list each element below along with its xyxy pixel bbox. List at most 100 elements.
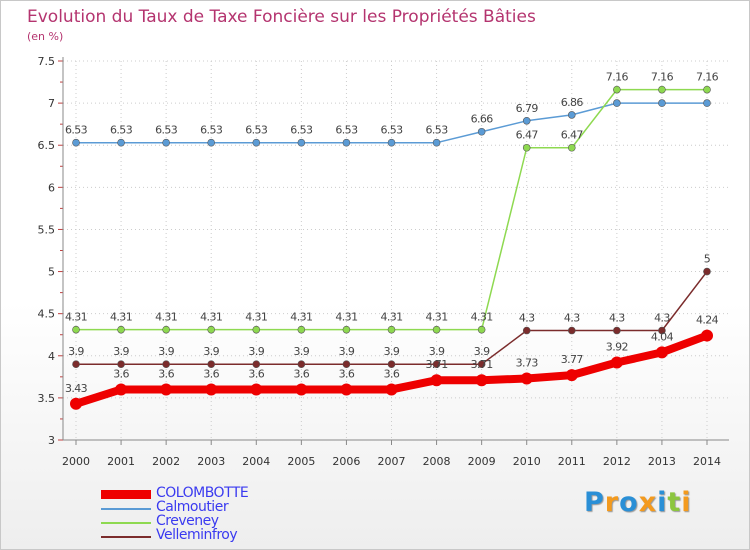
data-point-velleminfroy	[342, 360, 351, 369]
data-label-creveney: 6.47	[561, 129, 584, 142]
data-label-calmoutier: 6.53	[65, 124, 88, 137]
data-label-velleminfroy: 3.9	[294, 345, 310, 358]
data-point-calmoutier	[207, 138, 216, 147]
chart-title: Evolution du Taux de Taxe Foncière sur l…	[27, 7, 536, 27]
data-point-colombotte	[295, 383, 308, 396]
data-point-colombotte	[205, 383, 218, 396]
data-point-calmoutier	[342, 138, 351, 147]
data-label-colombotte: 3.6	[248, 367, 264, 380]
legend-label: Velleminfroy	[156, 527, 238, 543]
data-point-velleminfroy	[252, 360, 261, 369]
data-point-calmoutier	[613, 99, 621, 107]
x-tick-label: 2007	[378, 455, 406, 468]
x-tick-label: 2001	[107, 455, 135, 468]
y-tick-label: 6	[48, 181, 55, 194]
data-point-colombotte	[610, 356, 623, 369]
data-point-creveney	[117, 325, 125, 334]
data-label-velleminfroy: 3.9	[429, 345, 445, 358]
x-tick-label: 2000	[62, 455, 90, 468]
legend-label: Creveney	[156, 513, 219, 529]
y-tick-label: 4.5	[38, 308, 56, 321]
data-label-velleminfroy: 5	[704, 253, 711, 266]
data-point-creveney	[658, 85, 666, 94]
data-point-colombotte	[430, 374, 443, 387]
x-tick-label: 2010	[513, 455, 541, 468]
data-point-creveney	[72, 325, 80, 334]
data-label-calmoutier: 6.53	[380, 124, 403, 137]
data-label-creveney: 4.31	[155, 311, 177, 324]
data-label-calmoutier: 6.86	[561, 96, 584, 109]
data-point-colombotte	[520, 372, 533, 385]
data-labels-group: 3.43 3.6 3.6 3.6 3.6 3.6 3.6 3.6 3.71 3.71 3.73 3.7…	[65, 71, 719, 395]
y-tick-label: 3	[48, 434, 55, 447]
data-point-velleminfroy	[432, 360, 441, 369]
data-point-calmoutier	[162, 138, 170, 147]
data-label-calmoutier: 6.79	[516, 102, 539, 115]
x-tick-label: 2004	[242, 455, 270, 468]
y-tick-label: 6.5	[38, 139, 56, 152]
x-tick-label: 2008	[423, 455, 451, 468]
logo-letter: P	[584, 487, 605, 518]
data-label-colombotte: 3.92	[606, 341, 628, 354]
data-label-creveney: 7.16	[606, 71, 629, 84]
data-label-creveney: 6.47	[516, 129, 539, 142]
data-point-colombotte	[475, 374, 488, 387]
data-point-calmoutier	[522, 116, 531, 125]
data-label-colombotte: 3.6	[113, 367, 129, 380]
data-point-colombotte	[250, 383, 263, 396]
legend-label: Calmoutier	[156, 499, 229, 515]
data-point-calmoutier	[477, 127, 486, 136]
data-label-creveney: 7.16	[651, 71, 674, 84]
data-label-creveney: 4.31	[290, 311, 312, 324]
data-point-calmoutier	[252, 138, 261, 147]
data-point-calmoutier	[297, 138, 306, 147]
data-point-creveney	[297, 325, 306, 334]
data-label-colombotte: 4.24	[696, 314, 719, 327]
data-label-colombotte: 3.6	[203, 367, 219, 380]
data-label-colombotte: 3.6	[158, 367, 174, 380]
data-point-creveney	[567, 143, 576, 152]
x-tick-label: 2012	[603, 455, 631, 468]
y-tick-label: 7.5	[38, 55, 56, 68]
data-label-calmoutier: 6.53	[426, 124, 449, 137]
data-label-colombotte: 3.43	[65, 382, 88, 395]
data-label-creveney: 4.31	[380, 311, 402, 324]
data-label-velleminfroy: 3.9	[339, 345, 355, 358]
data-label-colombotte: 3.6	[339, 367, 355, 380]
data-label-calmoutier: 6.66	[471, 113, 494, 126]
data-label-calmoutier: 6.53	[335, 124, 358, 137]
x-tick-label: 2002	[152, 455, 180, 468]
y-tick-label: 4	[48, 350, 55, 363]
x-tick-label: 2013	[648, 455, 676, 468]
data-point-velleminfroy	[117, 360, 125, 369]
data-point-creveney	[703, 85, 711, 94]
series-group	[70, 85, 713, 410]
data-label-velleminfroy: 4.3	[564, 312, 580, 325]
legend-swatch	[101, 490, 151, 499]
data-label-velleminfroy: 3.9	[68, 345, 84, 358]
x-tick-label: 2011	[558, 455, 586, 468]
logo-letter: x	[638, 487, 658, 518]
x-tick-label: 2014	[693, 455, 721, 468]
data-label-creveney: 4.31	[200, 311, 222, 324]
data-label-velleminfroy: 3.9	[203, 345, 219, 358]
data-point-creveney	[252, 325, 261, 334]
data-label-creveney: 4.31	[335, 311, 357, 324]
data-label-calmoutier: 6.53	[200, 124, 223, 137]
data-label-velleminfroy: 4.3	[519, 312, 535, 325]
data-label-creveney: 4.31	[471, 311, 493, 324]
data-label-calmoutier: 6.53	[110, 124, 133, 137]
legend-swatch	[101, 508, 151, 510]
data-point-velleminfroy	[522, 326, 531, 335]
data-point-creveney	[522, 143, 531, 152]
legend-swatch	[101, 522, 151, 524]
data-point-velleminfroy	[477, 360, 486, 369]
data-point-velleminfroy	[658, 326, 666, 335]
data-point-velleminfroy	[162, 360, 170, 369]
data-point-colombotte	[340, 383, 353, 396]
data-label-velleminfroy: 4.3	[609, 312, 625, 325]
data-point-calmoutier	[117, 138, 125, 147]
data-label-colombotte: 3.6	[294, 367, 310, 380]
proxiti-logo: Proxiti	[584, 487, 692, 518]
